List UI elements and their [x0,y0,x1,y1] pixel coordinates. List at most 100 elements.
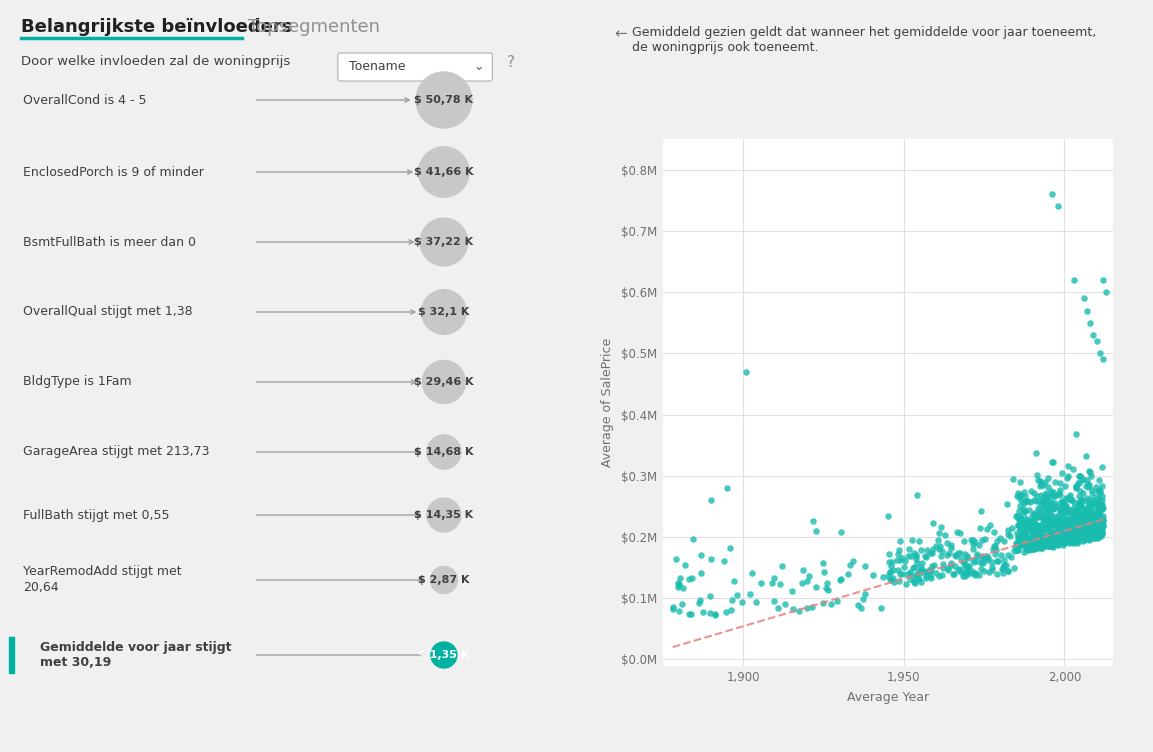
Point [1040,511,1058,523]
Point [1025,494,1043,506]
Point [1052,520,1070,532]
Point [1045,514,1063,526]
Point [973,550,992,562]
Point [1085,520,1103,532]
Point [969,548,987,560]
Point [1047,489,1065,501]
Text: $ 1,35 K: $ 1,35 K [419,650,469,660]
Point [841,559,859,572]
Point [1058,493,1077,505]
Point [1037,492,1055,504]
Point [1068,505,1086,517]
Point [1077,508,1095,520]
Point [1075,503,1093,515]
Point [1086,523,1105,535]
Point [1024,543,1042,555]
Point [773,560,791,572]
Point [1035,476,1054,488]
Point [680,573,699,585]
Point [1046,526,1064,538]
Point [1054,501,1072,513]
Point [949,547,967,559]
Point [1061,532,1079,544]
Point [1064,524,1083,536]
Point [948,564,966,576]
Point [1011,539,1030,551]
FancyBboxPatch shape [338,53,492,81]
Point [1031,489,1049,501]
Point [891,569,910,581]
Point [1023,529,1041,541]
Point [896,555,914,567]
Point [1072,521,1091,533]
Point [1094,514,1113,526]
Point [964,538,982,550]
Point [1004,562,1023,575]
Point [910,535,928,547]
Point [1012,535,1031,547]
Point [1071,493,1090,505]
Point [1020,540,1039,552]
Text: YearRemodAdd stijgt met
20,64: YearRemodAdd stijgt met 20,64 [23,566,182,595]
Point [1087,519,1106,531]
Point [930,541,949,553]
Point [998,549,1017,561]
Point [883,572,902,584]
Point [1018,516,1037,528]
Point [929,570,948,582]
Point [905,577,924,589]
Point [1041,496,1060,508]
Point [1045,502,1063,514]
Point [1054,524,1072,536]
Point [994,567,1012,579]
Point [1087,497,1106,509]
Point [764,595,783,607]
Point [1086,505,1105,517]
Point [1070,469,1088,481]
Point [1092,499,1110,511]
Point [1082,499,1100,511]
Point [1037,520,1055,532]
Point [1034,494,1053,506]
Point [880,548,898,560]
Point [1060,532,1078,544]
Point [1031,475,1049,487]
Point [897,578,915,590]
Point [906,577,925,589]
Point [1027,529,1046,541]
Point [1077,514,1095,526]
Point [1068,515,1086,527]
Point [1048,534,1067,546]
Point [936,529,955,541]
Point [955,535,973,547]
Point [932,521,950,533]
Point [1060,526,1078,538]
Point [1093,511,1111,523]
Point [1004,545,1023,557]
Point [1016,505,1034,517]
Point [1065,508,1084,520]
Point [1043,531,1062,543]
Point [925,559,943,572]
Point [963,566,981,578]
Point [1078,502,1097,514]
Point [1009,519,1027,531]
Point [1053,515,1071,527]
Point [1022,519,1040,531]
Point [1092,530,1110,542]
Point [1050,506,1069,518]
Point [1018,541,1037,553]
Point [1046,529,1064,541]
Point [1080,533,1099,545]
Ellipse shape [419,147,469,197]
Point [1042,539,1061,551]
Point [1039,522,1057,534]
Point [1078,478,1097,490]
Point [1041,536,1060,548]
Point [1055,514,1073,526]
Point [1053,496,1071,508]
Point [689,597,708,609]
Point [1065,535,1084,547]
Point [1067,518,1085,530]
Point [1086,528,1105,540]
